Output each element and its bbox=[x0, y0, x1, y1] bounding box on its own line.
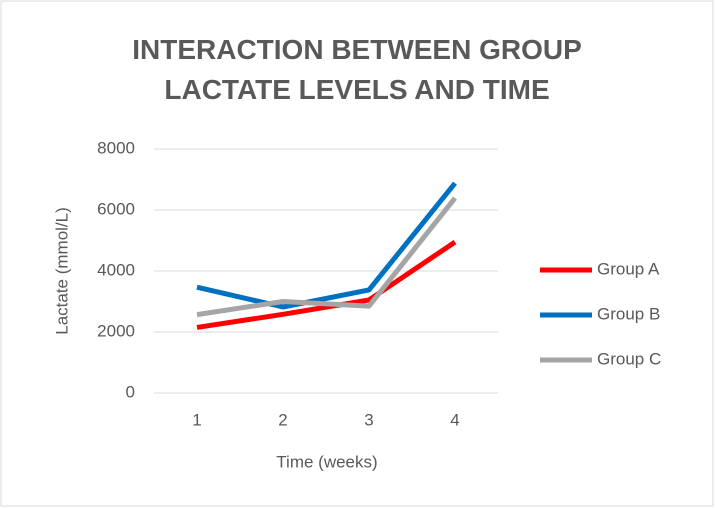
x-tick-label: 3 bbox=[364, 410, 373, 429]
data-line bbox=[196, 239, 457, 330]
y-tick-label: 2000 bbox=[97, 321, 135, 340]
x-tick-label: 1 bbox=[192, 410, 201, 429]
y-tick-label: 8000 bbox=[97, 138, 135, 157]
legend-label: Group B bbox=[597, 304, 660, 323]
y-tick-label: 0 bbox=[126, 382, 135, 401]
x-tick-label: 4 bbox=[450, 410, 459, 429]
legend-label: Group C bbox=[597, 349, 661, 368]
y-tick-label: 6000 bbox=[97, 199, 135, 218]
y-tick-label: 4000 bbox=[97, 260, 135, 279]
y-axis-label: Lactate (mmol/L) bbox=[52, 207, 71, 335]
chart-title: INTERACTION BETWEEN GROUP LACTATE LEVELS… bbox=[132, 34, 582, 105]
data-line bbox=[196, 181, 457, 310]
data-line bbox=[196, 196, 457, 318]
x-tick-label: 2 bbox=[278, 410, 287, 429]
x-axis-label: Time (weeks) bbox=[276, 452, 377, 471]
legend-label: Group A bbox=[597, 259, 660, 278]
